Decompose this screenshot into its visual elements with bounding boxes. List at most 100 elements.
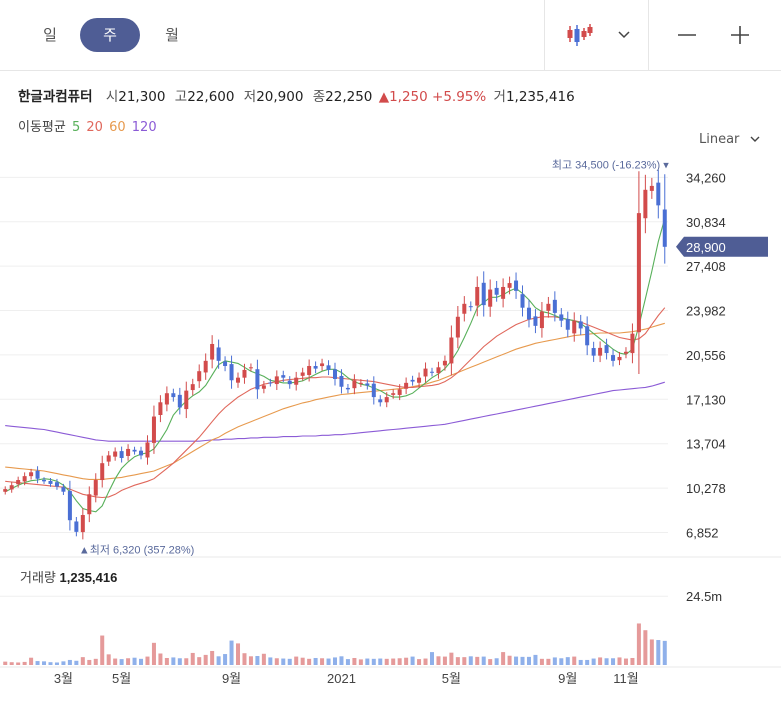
candle-body	[16, 480, 21, 485]
candle	[481, 271, 486, 317]
candle-body	[623, 351, 628, 354]
open-label: 시	[105, 89, 119, 105]
candle-body	[190, 384, 195, 391]
candle	[514, 272, 519, 299]
candle-body	[481, 282, 486, 306]
volume-bar	[332, 657, 338, 665]
candle	[164, 386, 169, 412]
candle-body	[210, 343, 215, 360]
volume-bar	[29, 657, 34, 665]
candle-body	[442, 360, 447, 366]
candle	[106, 451, 111, 466]
tab-week[interactable]: 주	[80, 18, 140, 52]
candle	[352, 374, 357, 395]
scale-label: Linear	[699, 132, 740, 147]
candle-body	[494, 287, 499, 295]
candle	[429, 367, 434, 377]
volume-bar	[501, 652, 506, 665]
candle-body	[533, 316, 538, 326]
candle	[404, 377, 409, 395]
volume-bar	[384, 658, 389, 665]
chevron-down-icon[interactable]	[604, 16, 644, 54]
volume-bar	[268, 657, 273, 665]
volume-bar	[598, 657, 603, 665]
minus-icon[interactable]	[667, 16, 707, 54]
candle-body	[158, 402, 163, 416]
candle	[332, 362, 338, 386]
candle-body	[365, 383, 370, 386]
candle-body	[520, 294, 525, 308]
candle-body	[649, 185, 654, 191]
candle	[358, 379, 363, 387]
plus-icon[interactable]	[720, 16, 760, 54]
candle	[539, 302, 544, 338]
candle	[326, 360, 331, 376]
candle-body	[636, 213, 641, 333]
tab-day[interactable]: 일	[43, 26, 57, 44]
tab-month[interactable]: 월	[165, 26, 179, 44]
candle-body	[9, 485, 14, 490]
candle	[281, 370, 286, 383]
volume-bar	[61, 661, 66, 665]
candle-body	[126, 448, 131, 456]
candle	[623, 347, 628, 359]
scale-selector[interactable]: Linear	[699, 132, 760, 147]
toolbar-divider	[544, 0, 545, 70]
candle-body	[229, 364, 234, 381]
volume-bar	[559, 658, 564, 665]
chart-toolbar: 일 주 월	[0, 0, 781, 71]
low-label: 저	[243, 89, 257, 105]
volume-bar	[436, 656, 441, 665]
volume-bar	[656, 640, 661, 665]
candle-body	[423, 368, 428, 377]
candle-body	[313, 366, 318, 369]
volume-bar	[35, 661, 40, 665]
volume-bar	[526, 656, 531, 665]
candle	[501, 278, 506, 308]
candle-body	[274, 376, 279, 385]
volume-bar	[158, 653, 163, 665]
volume-bar	[100, 635, 105, 665]
candle	[151, 405, 156, 454]
volume-bar	[417, 659, 422, 665]
volume-label: 거	[493, 89, 506, 105]
change-percent: +5.95%	[432, 89, 487, 105]
candlestick-icon[interactable]	[559, 16, 599, 54]
volume-bar	[604, 658, 609, 665]
candle	[3, 486, 8, 495]
low-value: 20,900	[256, 89, 304, 105]
volume-bar	[507, 655, 512, 665]
volume-bar	[9, 662, 14, 665]
candle-body	[572, 320, 577, 334]
candle-body	[132, 449, 137, 452]
candle	[61, 483, 66, 495]
candle	[42, 477, 47, 484]
candle-body	[326, 365, 331, 370]
candle-body	[662, 209, 667, 247]
candle-body	[307, 366, 312, 375]
candle-body	[391, 393, 396, 395]
volume-bar	[494, 658, 499, 665]
candle	[526, 299, 531, 328]
volume-bar	[475, 656, 480, 665]
candle-body	[585, 326, 590, 346]
candle	[475, 276, 480, 317]
candle	[255, 359, 260, 399]
candle-body	[93, 480, 98, 496]
ma-60: 60	[109, 120, 126, 135]
candle-body	[294, 377, 299, 385]
candle-body	[404, 382, 409, 389]
volume-bar	[371, 658, 376, 665]
candle	[307, 359, 312, 382]
candle	[578, 314, 583, 335]
change-value: ▲1,250	[378, 89, 428, 105]
volume-bar	[578, 659, 583, 665]
candle	[656, 169, 661, 219]
volume-bar	[274, 658, 279, 665]
volume-bar	[552, 657, 557, 665]
candle-body	[119, 451, 124, 459]
volume-bar	[119, 659, 124, 665]
volume-value: 1,235,416	[505, 89, 575, 105]
y-tick-label: 27,408	[686, 259, 726, 274]
